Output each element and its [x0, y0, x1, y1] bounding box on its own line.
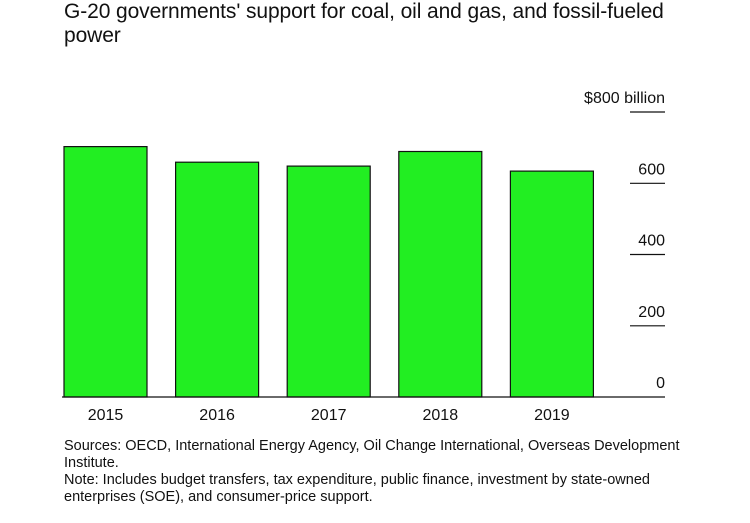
chart-title: G-20 governments' support for coal, oil …: [64, 0, 664, 47]
x-tick-label-2018: 2018: [423, 407, 459, 424]
bar-2017: [286, 165, 371, 398]
sources-text: Sources: OECD, International Energy Agen…: [64, 438, 680, 471]
x-tick-label-2016: 2016: [199, 407, 235, 424]
bar-2019: [509, 170, 594, 398]
bar-2015: [63, 146, 148, 398]
note-text: Note: Includes budget transfers, tax exp…: [64, 472, 650, 505]
y-tick-label-600: 600: [638, 161, 665, 178]
x-tick-label-2017: 2017: [311, 407, 347, 424]
bar-2018: [398, 150, 483, 398]
y-tick-label-800: $800 billion: [584, 90, 665, 107]
bar-2016: [175, 161, 260, 398]
y-tick-label-200: 200: [638, 304, 665, 321]
y-tick-label-0: 0: [656, 375, 665, 392]
chart-footnotes: Sources: OECD, International Energy Agen…: [64, 438, 724, 506]
x-tick-label-2019: 2019: [534, 407, 570, 424]
x-tick-label-2015: 2015: [88, 407, 124, 424]
y-tick-label-400: 400: [638, 233, 665, 250]
